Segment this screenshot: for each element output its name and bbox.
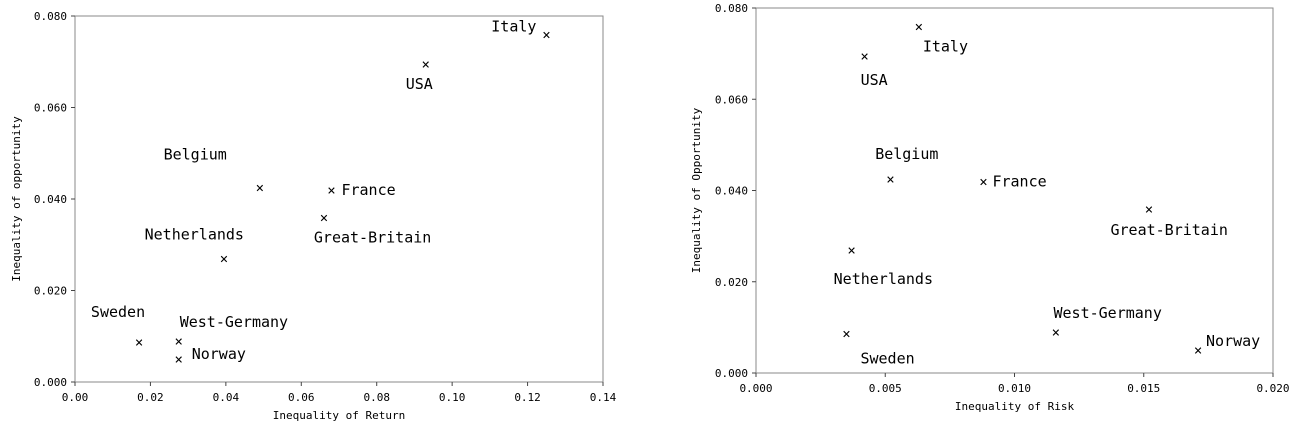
point-marker: × [174,334,182,350]
y-tick-label: 0.040 [715,185,748,198]
y-tick-label: 0.060 [715,93,748,106]
point-marker: × [220,251,228,267]
point-marker: × [135,335,143,351]
x-tick-label: 0.04 [213,391,240,404]
y-tick-label: 0.060 [34,102,67,115]
y-tick-label: 0.040 [34,193,67,206]
point-label: France [992,172,1046,190]
x-axis-label: Inequality of Return [273,409,405,422]
point-marker: × [886,172,894,188]
x-tick-label: 0.005 [869,382,902,395]
point-marker: × [542,27,550,43]
chart-right: 0.000 0.005 0.010 0.015 0.020 0.000 0.020 0.040… [690,2,1290,413]
x-tick-label: 0.08 [363,391,390,404]
point-marker: × [320,210,328,226]
x-tick-label: 0.10 [439,391,466,404]
point-marker: × [847,243,855,259]
y-tick-label: 0.080 [34,10,67,23]
point-label: Great-Britain [1111,221,1228,239]
point-marker: × [842,326,850,342]
point-label: USA [861,71,888,89]
point-label: Norway [192,345,246,363]
point-marker: × [422,57,430,73]
x-tick-label: 0.02 [137,391,164,404]
point-label: Italy [491,17,536,35]
point-label: USA [406,75,433,93]
point-label: Great-Britain [314,228,431,246]
x-tick-label: 0.12 [514,391,541,404]
point-marker: × [915,19,923,35]
point-marker: × [327,183,335,199]
point-label: Sweden [91,303,145,321]
y-tick-label: 0.000 [34,376,67,389]
point-label: West-Germany [1053,304,1161,322]
point-label: Sweden [860,349,914,367]
x-tick-label: 0.00 [62,391,89,404]
point-marker: × [1052,325,1060,341]
x-tick-label: 0.020 [1256,382,1289,395]
point-label: Norway [1206,332,1260,350]
y-axis-label: Inequality of Opportunity [690,107,703,273]
x-tick-label: 0.010 [998,382,1031,395]
plot-frame [74,15,604,383]
point-label: Belgium [164,146,227,164]
point-label: Italy [923,37,968,55]
y-axis-label: Inequality of opportunity [10,116,23,282]
point-label: France [341,181,395,199]
point-marker: × [256,181,264,197]
point-marker: × [860,49,868,65]
point-marker: × [1145,202,1153,218]
point-label: Netherlands [145,225,244,243]
plot-frame [755,7,1274,374]
point-marker: × [979,174,987,190]
x-tick-label: 0.06 [288,391,315,404]
y-tick-label: 0.080 [715,2,748,15]
x-tick-label: 0.015 [1127,382,1160,395]
point-marker: × [1194,343,1202,359]
x-tick-label: 0.14 [590,391,617,404]
y-tick-label: 0.020 [715,276,748,289]
point-label: West-Germany [180,313,288,331]
chart-left: 0.00 0.02 0.04 0.06 0.08 0.10 0.12 0.14 0.000 0.0… [10,10,617,422]
point-marker: × [174,352,182,368]
y-tick-label: 0.000 [715,367,748,380]
x-axis-label: Inequality of Risk [955,400,1075,413]
y-tick-label: 0.020 [34,285,67,298]
point-label: Netherlands [834,270,933,288]
point-label: Belgium [875,145,938,163]
x-tick-label: 0.000 [739,382,772,395]
